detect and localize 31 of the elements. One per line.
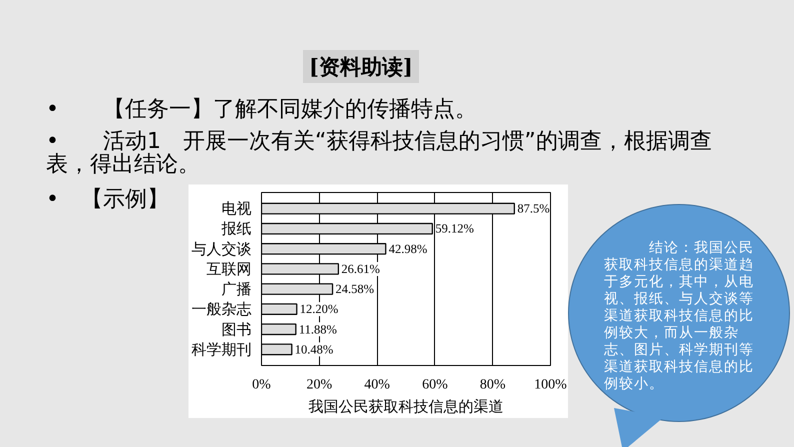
y-tick-label: 一般杂志 — [192, 300, 252, 318]
y-tick-label: 图书 — [222, 320, 252, 338]
data-label: 26.61% — [341, 262, 380, 276]
data-label: 59.12% — [435, 222, 474, 236]
y-tick-label: 报纸 — [220, 220, 252, 238]
bar — [262, 344, 292, 356]
x-tick-label: 40% — [364, 378, 390, 392]
data-label: 42.98% — [388, 242, 428, 256]
data-label: 24.58% — [336, 282, 374, 296]
y-tick-label: 广播 — [222, 280, 252, 298]
data-label: 12.20% — [300, 302, 338, 316]
x-tick-label: 80% — [480, 378, 506, 392]
x-tick-label: 100% — [534, 378, 568, 392]
y-tick-label: 电视 — [222, 200, 252, 218]
data-label: 11.88% — [298, 322, 337, 336]
x-tick-label: 60% — [422, 378, 448, 392]
x-tick-label: 0% — [252, 378, 272, 392]
text: • 【示例】 — [45, 186, 170, 214]
text: • 活动1 开展一次有关“获得科技信息的习惯”的调查，根据调查表，得出结论。 — [45, 129, 712, 179]
bar — [262, 323, 296, 336]
y-tick-label: 互联网 — [206, 260, 252, 278]
text: 结论：我国公民获取科技信息的渠道趋于多元化，其中，从电视、报纸、与人交谈等渠道获取科技信息的比例较大，而从一般杂志、图片、科学期刊等渠道获取科技信息的比例较小。 — [604, 240, 754, 392]
chart-title: [资料助读] — [303, 50, 419, 83]
bar — [262, 303, 298, 316]
data-label: 10.48% — [294, 342, 334, 356]
text: • 【任务一】了解不同媒介的传播特点。 — [45, 96, 478, 124]
x-tick-label: 20% — [306, 378, 332, 392]
y-tick-label: 与人交谈 — [192, 240, 252, 258]
x-axis-title: 我国公民获取科技信息的渠道 — [308, 398, 504, 416]
y-tick-label: 科学期刊 — [192, 340, 252, 358]
data-label: 87.5% — [517, 202, 550, 216]
